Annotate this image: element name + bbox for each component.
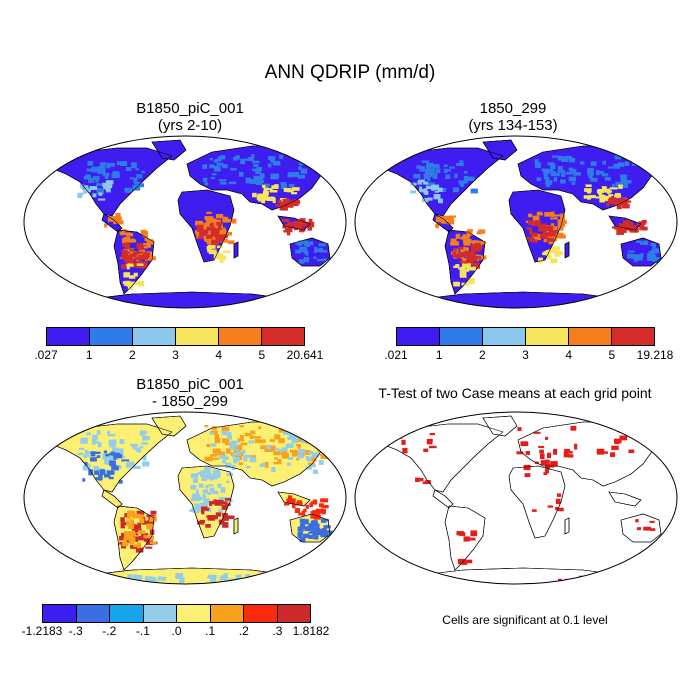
colorbar-tick-label: 1 <box>85 348 93 362</box>
continent-ant <box>412 291 629 308</box>
continent-ant <box>81 567 298 584</box>
continent-ca <box>101 489 123 509</box>
colorbar-swatch <box>277 605 310 622</box>
colorbar-tick-label: 2 <box>478 348 486 362</box>
colorbar-tick-label: 20.641 <box>286 348 324 362</box>
colorbar-swatch <box>483 328 526 345</box>
colorbar-tick-label: 3 <box>522 348 529 362</box>
panel-2-title-line-1: 1850_299 <box>479 100 547 117</box>
colorbar-tick-label: -.2 <box>102 624 117 638</box>
map-panel-2 <box>354 135 678 309</box>
colorbar-tick-label: 2 <box>128 348 136 362</box>
panel-2-title-line-2: (yrs 134-153) <box>468 117 558 134</box>
colorbar-tick-label: -.3 <box>68 624 83 638</box>
colorbar-swatch <box>244 605 278 622</box>
map-panel-3 <box>23 411 347 585</box>
continent-na <box>382 147 504 217</box>
continent-na <box>382 423 504 493</box>
colorbar-tick-label: .021 <box>384 348 408 362</box>
colorbar-panel-1 <box>46 327 305 346</box>
colorbar-panel-1-labels: .027 1 2 3 4 5 20.641 <box>34 348 323 364</box>
colorbar-swatch <box>397 328 440 345</box>
colorbar-swatch <box>526 328 569 345</box>
panel-3-title-line-2: - 1850_299 <box>152 393 228 410</box>
colorbar-swatch <box>133 328 176 345</box>
colorbar-tick-label: -.1 <box>135 624 150 638</box>
panel-1-title-line-2: (yrs 2-10) <box>157 117 223 134</box>
colorbar-swatch <box>569 328 612 345</box>
field-texture <box>410 155 663 287</box>
panel-4-title: T-Test of two Case means at each grid po… <box>340 385 690 402</box>
colorbar-tick-label: .0 <box>171 624 182 638</box>
panel-3-title: B1850_piC_001 - 1850_299 <box>30 376 350 410</box>
colorbar-swatch <box>177 605 211 622</box>
continent-madag <box>233 517 239 535</box>
continent-ant <box>412 567 629 584</box>
colorbar-tick-label: .2 <box>238 624 249 638</box>
panel-3-title-line-1: B1850_piC_001 <box>136 376 244 393</box>
colorbar-tick-label: -1.2183 <box>21 624 63 638</box>
colorbar-tick-label: .027 <box>34 348 58 362</box>
colorbar-swatch <box>176 328 219 345</box>
continent-madag <box>564 241 570 259</box>
colorbar-swatch <box>143 605 177 622</box>
colorbar-tick-label: 19.218 <box>636 348 674 362</box>
colorbar-swatch <box>90 328 133 345</box>
colorbar-tick-label: 5 <box>608 348 616 362</box>
colorbar-panel-2-labels: .021 1 2 3 4 5 19.218 <box>384 348 673 364</box>
page-title: ANN QDRIP (mm/d) <box>264 62 436 83</box>
colorbar-swatch <box>219 328 262 345</box>
panel-1-title: B1850_piC_001 (yrs 2-10) <box>30 100 350 134</box>
land-mass <box>382 415 669 584</box>
colorbar-swatch <box>43 605 77 622</box>
continent-ca <box>432 489 454 509</box>
continent-madag <box>564 517 570 535</box>
colorbar-swatch <box>110 605 144 622</box>
globe-outline <box>23 411 347 585</box>
globe-outline <box>354 411 678 585</box>
globe-outline <box>23 135 347 309</box>
colorbar-swatch <box>210 605 244 622</box>
field-texture <box>77 154 328 290</box>
colorbar-tick-label: 1.8182 <box>292 624 330 638</box>
colorbar-panel-3-labels: -1.2183 -.3 -.2 -.1 .0 .1 .2 .3 1.8182 <box>22 624 330 640</box>
colorbar-panel-3 <box>42 604 311 623</box>
colorbar-tick-label: .3 <box>272 624 283 638</box>
continent-madag <box>233 241 239 259</box>
globe-outline <box>354 135 678 309</box>
colorbar-swatch <box>262 328 304 345</box>
colorbar-tick-label: 5 <box>258 348 266 362</box>
panel-2-title: 1850_299 (yrs 134-153) <box>353 100 673 134</box>
significance-note: Cells are significant at 0.1 level <box>442 613 608 627</box>
colorbar-tick-label: 4 <box>215 348 222 362</box>
map-panel-1 <box>23 135 347 309</box>
colorbar-tick-label: 1 <box>435 348 443 362</box>
colorbar-tick-label: .1 <box>205 624 216 638</box>
continent-ant <box>81 291 298 308</box>
colorbar-swatch <box>76 605 110 622</box>
colorbar-swatch <box>47 328 90 345</box>
colorbar-panel-2 <box>396 327 655 346</box>
colorbar-swatch <box>440 328 483 345</box>
map-panel-4 <box>354 411 678 585</box>
colorbar-tick-label: 3 <box>172 348 179 362</box>
panel-1-title-line-1: B1850_piC_001 <box>136 100 244 117</box>
colorbar-tick-label: 4 <box>565 348 572 362</box>
panel-4-title-line-1: T-Test of two Case means at each grid po… <box>378 385 652 401</box>
colorbar-swatch <box>612 328 654 345</box>
